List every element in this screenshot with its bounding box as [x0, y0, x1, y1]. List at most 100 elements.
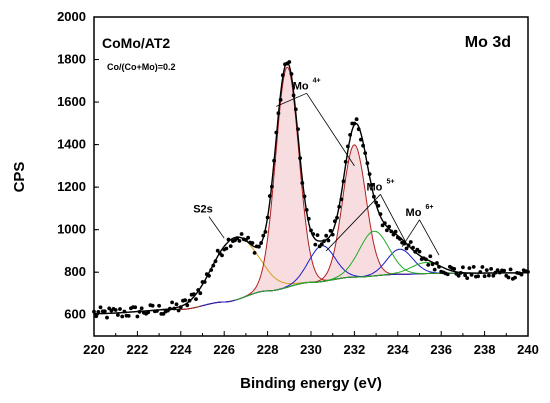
data-point: [168, 306, 172, 311]
data-point: [263, 230, 268, 234]
data-point: [265, 215, 270, 220]
data-point: [311, 232, 316, 236]
data-point: [471, 265, 476, 269]
data-point: [259, 241, 263, 245]
data-point: [135, 314, 140, 319]
data-point: [276, 111, 281, 116]
data-point: [146, 310, 151, 315]
x-tick-label: 236: [430, 342, 452, 357]
data-point: [417, 249, 422, 254]
annotation-leader-3-0: [401, 219, 420, 247]
data-point: [435, 261, 439, 265]
data-point: [480, 265, 485, 269]
x-tick-label: 230: [300, 342, 322, 357]
data-point: [94, 314, 99, 319]
data-point: [372, 194, 376, 199]
data-point: [508, 267, 513, 272]
data-point: [293, 107, 298, 112]
data-point: [102, 309, 107, 314]
x-tick-label: 238: [474, 342, 496, 357]
data-point: [246, 235, 251, 240]
data-point: [491, 273, 496, 278]
y-tick-label: 1200: [57, 179, 86, 194]
annotation-sup-2: 5+: [386, 178, 394, 185]
y-tick-label: 1800: [57, 52, 86, 67]
data-point: [198, 291, 203, 296]
data-point: [280, 73, 285, 78]
component-fill-layer: [178, 67, 463, 310]
data-point: [385, 228, 389, 233]
data-point: [411, 245, 415, 250]
data-point: [387, 224, 391, 229]
x-tick-label: 222: [127, 342, 149, 357]
data-point: [211, 263, 216, 268]
data-point: [202, 280, 207, 284]
data-point: [467, 266, 472, 270]
data-point: [476, 274, 480, 279]
annotation-label-2: Mo: [366, 181, 382, 193]
ratio-label: Co/(Co+Mo)=0.2: [107, 62, 176, 72]
data-point: [493, 270, 498, 275]
data-point: [322, 239, 326, 244]
data-point: [369, 183, 374, 187]
data-point: [343, 159, 348, 164]
data-point: [98, 305, 103, 310]
data-point: [376, 203, 381, 208]
data-point: [252, 251, 257, 255]
annotations-layer: S2s Mo 4+ Mo 5+ Mo 6+: [193, 77, 440, 256]
data-point: [309, 228, 313, 233]
data-point: [302, 194, 307, 199]
data-point: [185, 303, 190, 308]
y-tick-label: 600: [64, 307, 86, 322]
data-point: [452, 267, 457, 271]
component-fill-2: [245, 144, 463, 297]
data-point: [105, 315, 109, 320]
data-point: [408, 240, 413, 244]
data-point: [150, 303, 155, 308]
annotation-leader-1-0: [276, 92, 307, 107]
data-point: [157, 303, 162, 308]
y-tick-label: 1000: [57, 222, 86, 237]
data-point: [319, 242, 324, 247]
data-point: [315, 233, 320, 238]
data-point: [346, 144, 350, 149]
data-point: [398, 237, 402, 241]
data-point: [174, 302, 179, 307]
data-point: [139, 306, 144, 311]
data-point: [484, 268, 489, 272]
data-point: [213, 259, 218, 264]
data-point: [337, 204, 342, 209]
data-point: [356, 127, 361, 132]
data-point: [291, 93, 296, 98]
data-point: [220, 253, 224, 258]
y-tick-label: 1400: [57, 137, 86, 152]
data-point: [445, 272, 450, 277]
annotation-sup-3: 6+: [426, 204, 434, 211]
data-point: [348, 133, 352, 137]
data-point: [487, 273, 491, 278]
component-fill-1: [178, 67, 396, 310]
data-point: [465, 276, 470, 280]
data-point: [176, 308, 181, 313]
data-point: [324, 233, 329, 238]
data-point: [335, 215, 339, 220]
data-point: [250, 241, 255, 245]
data-point: [359, 137, 363, 142]
data-point: [187, 298, 192, 303]
data-point: [428, 254, 433, 259]
data-point: [339, 197, 344, 202]
annotation-label-1: Mo: [293, 80, 309, 92]
data-point: [361, 143, 365, 148]
data-point: [113, 308, 118, 312]
data-point: [424, 257, 428, 262]
data-point: [389, 229, 394, 234]
data-point: [272, 158, 276, 163]
data-point: [393, 229, 398, 234]
data-point: [341, 179, 346, 184]
data-point: [328, 228, 333, 233]
data-point: [458, 271, 463, 275]
data-point: [378, 212, 383, 217]
x-axis-title: Binding energy (eV): [240, 375, 382, 392]
data-point: [267, 194, 272, 198]
